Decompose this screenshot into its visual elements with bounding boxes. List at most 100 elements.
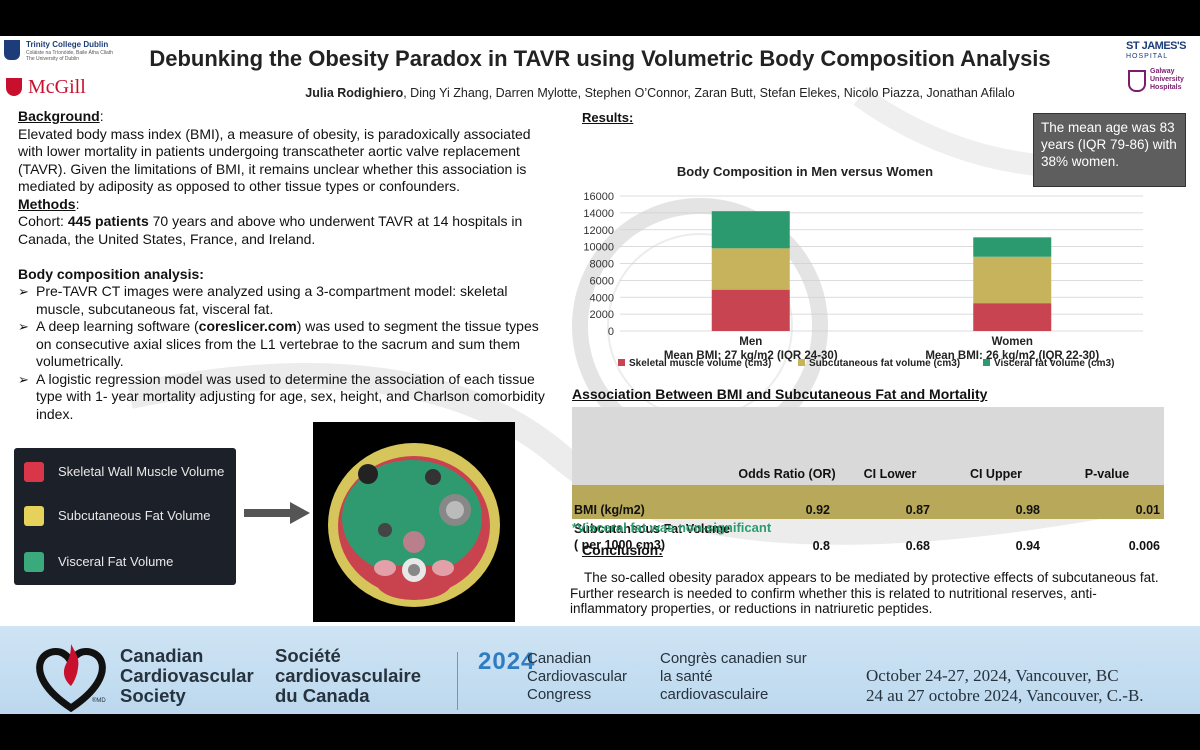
x-category-sublabel: Mean BMI: 26 kg/m2 (IQR 22-30)	[925, 350, 1099, 362]
arrow-bullet-icon: ➢	[18, 284, 29, 299]
bar-segment	[711, 248, 790, 290]
tcd-name: Trinity College Dublin	[26, 40, 109, 49]
poster-slide: Trinity College Dublin Coláiste na Tríon…	[0, 36, 1200, 714]
chart-gridlines	[620, 195, 1143, 332]
x-category-label: Men	[739, 336, 762, 348]
legend-label: Visceral Fat Volume	[58, 554, 174, 569]
x-category-label: Women	[992, 336, 1033, 348]
column-header: P-value	[1084, 467, 1130, 481]
bca-heading: Body composition analysis:	[18, 265, 204, 282]
cohort-text: Cohort: 445 patients 70 years and above …	[18, 213, 558, 248]
body-composition-chart: Body Composition in Men versus Women 0 20…	[583, 164, 1143, 369]
chart-bars	[711, 211, 1052, 331]
y-tick-label: 12000	[583, 225, 614, 237]
bar-segment	[973, 256, 1052, 304]
table-cell-ci-upper: 0.98	[1015, 503, 1040, 517]
footer-divider	[457, 652, 458, 710]
table-cell-or: 0.8	[812, 539, 830, 553]
method-bullet: ➢ Pre-TAVR CT images were analyzed using …	[18, 283, 558, 318]
scc-name: Société cardiovasculaire du Canada	[275, 645, 422, 706]
st-james-line1: ST JAMES'S	[1126, 40, 1186, 52]
legend-label: Subcutaneous fat volume (cm3)	[809, 358, 960, 369]
mcgill-wordmark: McGill	[28, 76, 86, 98]
y-tick-label: 0	[608, 326, 614, 338]
conference-footer: Canadian Cardiovascular Society ®MD Soci…	[0, 626, 1200, 714]
legend-swatch	[618, 359, 625, 366]
tcd-crest-icon	[4, 40, 20, 60]
galway-crest-icon	[1128, 70, 1146, 92]
legend-swatch	[24, 506, 44, 526]
methods-heading: Methods	[18, 195, 76, 212]
right-arrow-icon	[244, 502, 310, 524]
mcgill-logo: McGill	[4, 76, 100, 100]
column-header: CI Upper	[969, 467, 1023, 481]
trinity-college-logo: Trinity College Dublin Coláiste na Tríon…	[4, 38, 113, 64]
table-cell-p: 0.01	[1135, 503, 1160, 517]
author-list: Julia Rodighiero, Ding Yi Zhang, Darren …	[200, 86, 1120, 100]
methods-bullets: ➢ Pre-TAVR CT images were analyzed using …	[18, 283, 558, 423]
table-row-label: Subcutaneous Fat Volume ( per 1000 cm3)	[574, 522, 731, 552]
cohort-label: Cohort:	[18, 213, 68, 229]
chart-x-axis: Men Mean BMI: 27 kg/m2 (IQR 24-30) Women Me…	[664, 336, 1099, 362]
legend-label: Visceral fat volume (cm3)	[994, 358, 1114, 369]
y-tick-label: 8000	[590, 259, 614, 271]
st-james-hospital-logo: ST JAMES'S HOSPITAL	[1126, 40, 1196, 68]
column-header: CI Lower	[863, 467, 917, 481]
methods-heading-colon: :	[75, 195, 80, 212]
y-tick-label: 4000	[590, 292, 614, 304]
ccs-registered-mark: ®MD	[92, 698, 106, 704]
ccs-heart-logo-icon	[36, 644, 106, 712]
legend-swatch	[24, 462, 44, 482]
arrow-bullet-icon: ➢	[18, 319, 29, 334]
ct-slice-drawing	[328, 443, 500, 607]
left-column: Background: Elevated body mass index (BM…	[18, 108, 558, 423]
galway-wordmark: Galway University Hospitals	[1150, 68, 1184, 91]
chart-y-axis: 0 2000 4000 6000 8000 10000 12000 14000 16000	[583, 191, 614, 338]
tcd-subtitle: The University of Dublin	[26, 56, 80, 62]
method-bullet: ➢ A logistic regression model was used to…	[18, 371, 558, 424]
method-bullet-text: A logistic regression model was used to …	[36, 370, 545, 422]
table-cell-or: 0.92	[805, 503, 830, 517]
y-tick-label: 16000	[583, 191, 614, 203]
coreslicer-link[interactable]: coreslicer.com	[198, 318, 297, 334]
bar-segment	[973, 303, 1052, 331]
cohort-description: 70 years and above who underwent TAVR at…	[18, 213, 523, 247]
legend-label: Skeletal muscle volume (cm3)	[629, 358, 771, 369]
st-james-line2: HOSPITAL	[1126, 53, 1169, 60]
table-cell-ci-lower: 0.68	[905, 539, 930, 553]
legend-swatch	[798, 359, 805, 366]
background-heading-colon: :	[99, 108, 104, 124]
congress-year: 2024	[478, 648, 536, 675]
table-header-bg	[572, 407, 1164, 485]
chart-legend: Skeletal muscle volume (cm3) Subcutaneous…	[618, 358, 1114, 369]
table-row-label: BMI (kg/m2)	[574, 503, 645, 517]
legend-label: Subcutaneous Fat Volume	[58, 508, 211, 523]
bar-segment	[973, 237, 1052, 257]
poster-title: Debunking the Obesity Paradox in TAVR us…	[149, 46, 1051, 71]
tissue-legend: Skeletal Wall Muscle Volume Subcutaneous…	[14, 448, 236, 585]
column-header: Odds Ratio (OR)	[738, 467, 836, 481]
legend-label: Skeletal Wall Muscle Volume	[58, 464, 225, 479]
legend-swatch	[24, 552, 44, 572]
background-text: Elevated body mass index (BMI), a measur…	[18, 125, 531, 195]
co-authors: , Ding Yi Zhang, Darren Mylotte, Stephen…	[403, 86, 1015, 100]
arrow-bullet-icon: ➢	[18, 371, 29, 387]
y-tick-label: 2000	[590, 309, 614, 321]
legend-swatch	[983, 359, 990, 366]
table-cell-ci-lower: 0.87	[905, 503, 930, 517]
y-tick-label: 6000	[590, 275, 614, 287]
method-bullet-text: A deep learning software (	[36, 318, 199, 334]
dates-fr: 24 au 27 octobre 2024, Vancouver, C.-B.	[866, 686, 1144, 705]
association-table: Odds Ratio (OR) CI Lower CI Upper P-valu…	[572, 407, 1164, 553]
visceral-note: *Visceral fat was non-significant	[572, 520, 772, 535]
galway-hospitals-logo: Galway University Hospitals	[1128, 68, 1198, 98]
tcd-irish-name: Coláiste na Tríonóide, Baile Átha Cliath	[26, 50, 113, 56]
conclusion-text: The so-called obesity paradox appears to…	[570, 570, 1159, 616]
x-category-sublabel: Mean BMI: 27 kg/m2 (IQR 24-30)	[664, 350, 838, 362]
congress-name-en: Canadian Cardiovascular Congress	[527, 650, 628, 703]
method-bullet-text: Pre-TAVR CT images were analyzed using a…	[36, 283, 508, 317]
y-tick-label: 14000	[583, 208, 614, 220]
mcgill-shield-icon	[6, 78, 22, 96]
results-heading: Results:	[582, 110, 634, 125]
ct-segmentation-image	[313, 422, 515, 622]
